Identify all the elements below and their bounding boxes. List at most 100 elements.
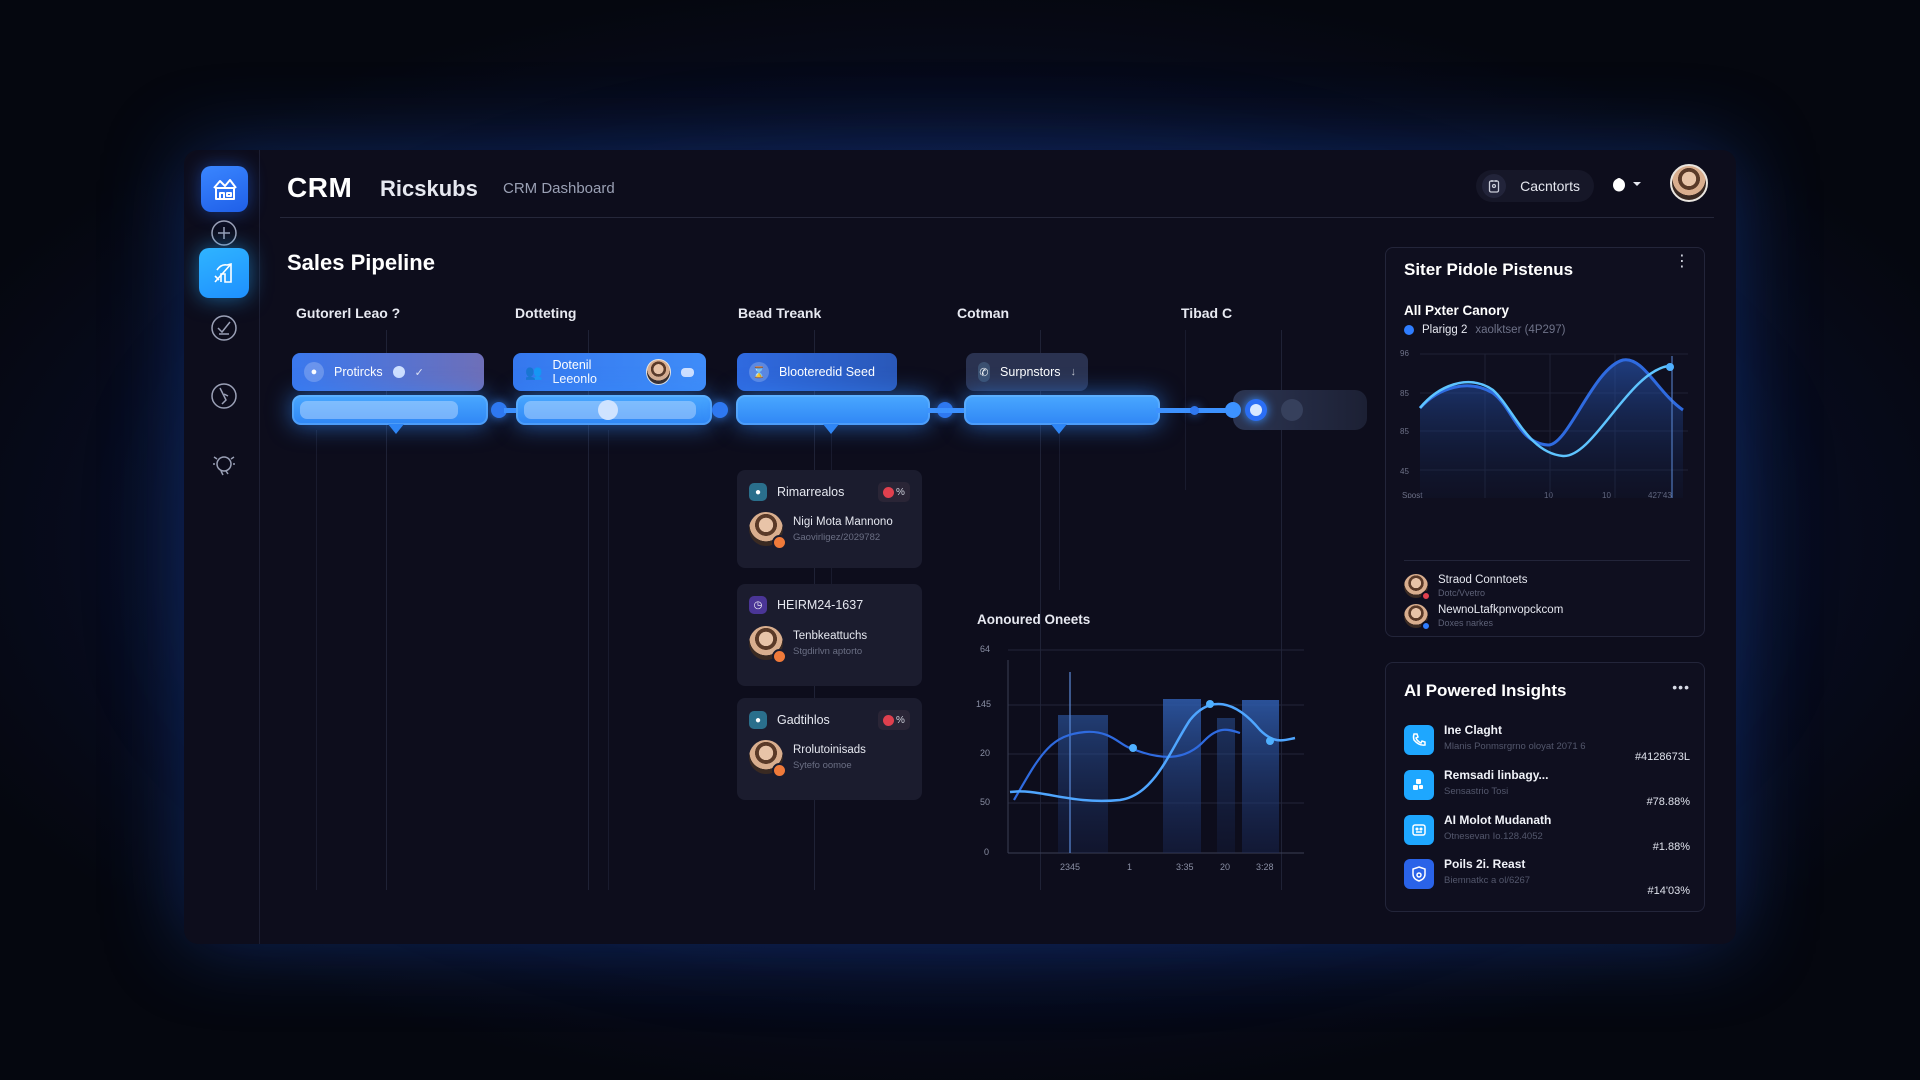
pipeline-track-stage-2[interactable] [516,395,712,425]
hourglass-icon: ⌛ [749,362,769,382]
status-badge[interactable]: % [878,482,910,502]
robot-icon [1404,815,1434,845]
current-stage-marker[interactable] [1245,399,1267,421]
combo-chart[interactable]: 64 145 20 50 0 2345 1 3:35 20 3:28 [970,630,1310,880]
pipeline-track-stage-1[interactable] [292,395,488,425]
top-header: CRM Ricskubs CRM Dashboard Cacntorts [280,150,1714,218]
deal-card[interactable]: ● Rimarrealos % Nigi Mota Mannono Gaovir… [737,470,922,568]
stage-label-4: Cotman [957,305,1010,321]
stage-divider [386,330,387,890]
svg-text:85: 85 [1400,389,1409,398]
stage-pill-2[interactable]: 👥 Dotenil Leeonlo [513,353,706,391]
data-point [1266,737,1274,745]
slider-handle[interactable] [598,400,618,420]
pipeline-stats-card: Siter Pidole Pistenus ⋮ All Pxter Canory… [1385,247,1705,637]
contacts-label: Cacntorts [1520,178,1580,194]
deal-card[interactable]: ● Gadtihlos % Rrolutoinisads Sytefo oomo… [737,698,922,800]
svg-text:1: 1 [1127,862,1132,872]
stage-pointer [1051,424,1067,434]
stage-guide [316,430,317,890]
svg-text:50: 50 [980,797,990,807]
chevron-down-icon [1633,182,1641,186]
stage-divider [1040,330,1041,890]
app-window: CRM Ricskubs CRM Dashboard Cacntorts Sal… [184,150,1736,944]
pipeline-node-small [1190,406,1199,415]
arrow-down-icon: ↓ [1070,366,1077,378]
help-icon [392,366,405,378]
stage-guide [608,430,609,890]
pipeline-track-stage-3[interactable] [736,395,930,425]
svg-text:0: 0 [984,847,989,857]
deal-icon: ● [749,711,767,729]
status-badge[interactable]: % [878,710,910,730]
card-title: Siter Pidole Pistenus [1404,260,1574,279]
sidebar-item-tasks[interactable] [199,303,249,353]
stage-divider [588,330,589,890]
sidebar-item-pipeline[interactable] [199,248,249,298]
puzzle-icon [1404,770,1434,800]
data-point [1206,700,1214,708]
svg-text:20: 20 [980,748,990,758]
stage-pill-1[interactable]: ● Protircks ✓ [292,353,484,391]
stage-guide [1059,430,1060,590]
stage-pill-4[interactable]: ✆ Surpnstors ↓ [966,353,1088,391]
shield-icon [1404,859,1434,889]
svg-text:45: 45 [1400,467,1409,476]
sidebar-item-add[interactable] [199,208,249,258]
stage-pill-3[interactable]: ⌛ Blooteredid Seed [737,353,897,391]
pipeline-node[interactable] [712,402,728,418]
pipeline-node[interactable] [491,402,507,418]
page-title: Sales Pipeline [287,250,435,275]
avatar [749,626,787,664]
stage-pointer [388,424,404,434]
breadcrumb[interactable]: CRM Dashboard [503,180,615,197]
chart-subtitle: All Pxter Canory [1404,303,1510,318]
more-vertical-icon[interactable]: ⋮ [1674,253,1690,270]
stage-label-2: Dotteting [515,305,577,321]
sidebar-item-analytics[interactable] [199,371,249,421]
plus-circle-icon [211,220,237,246]
svg-text:145: 145 [976,699,991,709]
card-title: AI Powered Insights [1404,681,1567,700]
clock-icon: ◷ [749,596,767,614]
insight-item[interactable]: Ine Claght Mlanis Ponmsrgrno oloyat 2071… [1404,723,1690,767]
users-icon: 👥 [525,363,543,380]
insight-item[interactable]: Remsadi linbagy... Sensastrio Tosi #78.8… [1404,768,1690,812]
logo-home-icon[interactable] [201,166,248,212]
stage-label-1: Gutorerl Leao ? [296,305,401,321]
pipeline-track-stage-4[interactable] [964,395,1160,425]
contacts-icon [1482,174,1507,198]
contact-item[interactable]: Straod Conntoets Dotc/Vvetro [1404,574,1528,601]
phone-icon: ✆ [978,362,991,382]
user-status-icon [1613,178,1625,192]
contacts-button[interactable]: Cacntorts [1476,170,1594,202]
svg-text:2345: 2345 [1060,862,1080,872]
svg-text:96: 96 [1400,349,1409,358]
tag-icon [680,367,694,377]
contact-item[interactable]: NewnoLtafkpnvopckcom Doxes narkes [1404,604,1563,631]
deal-card[interactable]: ◷ HEIRM24-1637 Tenbkeattuchs Stgdirlvn a… [737,584,922,686]
track-connector [928,408,964,413]
checklist-icon [211,315,237,341]
ai-insights-card: AI Powered Insights ••• Ine Claght Mlani… [1385,662,1705,912]
data-point [1129,744,1137,752]
more-horizontal-icon[interactable]: ••• [1672,679,1690,695]
workspace-name[interactable]: Ricskubs [380,176,478,201]
sidebar-item-insights[interactable] [199,440,249,490]
assignee-avatar [646,359,671,385]
pipeline-icon [214,262,232,283]
pipeline-track-stage-5[interactable] [1225,390,1367,430]
insight-item[interactable]: AI Molot Mudanath Otnesevan Io.128.4052 … [1404,813,1690,857]
svg-text:3:35: 3:35 [1176,862,1194,872]
user-avatar[interactable] [1670,164,1708,202]
svg-text:3:28: 3:28 [1256,862,1274,872]
avatar [749,740,787,778]
svg-text:Spost: Spost [1402,491,1423,498]
stage-label-5: Tibad C [1181,305,1233,321]
stage-label-3: Bead Treank [738,305,822,321]
sidebar [184,150,260,944]
insight-item[interactable]: Poils 2i. Reast Biemnatkc a ol/6267 #14'… [1404,857,1690,901]
app-title: CRM [287,172,353,203]
user-status-menu[interactable] [1612,176,1642,192]
